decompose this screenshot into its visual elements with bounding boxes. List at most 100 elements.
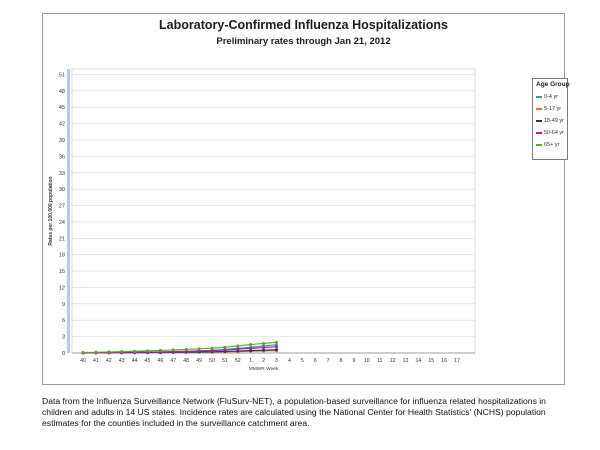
x-tick-label: 45: [145, 358, 151, 364]
legend-label-18-49: 18-49 yr: [543, 118, 564, 124]
y-axis-title: Rates per 100,000 population: [48, 176, 54, 245]
y-tick-label: 48: [59, 89, 65, 95]
x-tick-label: 5: [301, 358, 304, 364]
x-axis-title: MMWR Week: [249, 366, 279, 372]
plot-area: [71, 68, 476, 354]
x-tick-label: 12: [390, 358, 396, 364]
y-tick-label: 18: [59, 253, 65, 259]
data-point-series-4: [262, 341, 266, 345]
data-point-series-4: [184, 347, 188, 351]
x-tick-label: 49: [196, 358, 202, 364]
legend-label-5-17: 5-17 yr: [544, 106, 562, 112]
x-tick-label: 46: [158, 358, 164, 364]
data-point-series-4: [158, 348, 162, 352]
legend-label-0-4: 0-4 yr: [544, 94, 559, 100]
x-tick-label: 41: [93, 358, 99, 364]
x-tick-label: 4: [288, 358, 291, 364]
x-tick-label: 51: [222, 358, 228, 364]
legend-item-18-49: 18-49 yr: [536, 115, 564, 127]
data-point-series-4: [275, 340, 278, 344]
y-tick-label: 9: [62, 302, 65, 308]
x-tick-label: 7: [327, 358, 330, 364]
y-tick-label: 36: [59, 154, 65, 160]
legend-swatch-18-49: [536, 120, 542, 122]
y-tick-label: 51: [59, 72, 65, 78]
y-tick-label: 27: [59, 204, 65, 210]
y-tick-label: 21: [59, 236, 65, 242]
legend-swatch-5-17: [536, 108, 542, 110]
data-point-series-3: [275, 345, 278, 349]
y-tick-label: 6: [62, 318, 65, 324]
data-point-series-4: [133, 349, 137, 353]
series-line-3: [82, 346, 277, 354]
y-tick-label: 45: [59, 105, 65, 111]
x-tick-label: 11: [377, 358, 382, 364]
legend: Age Group 0-4 yr 5-17 yr 18-49 yr 50-64 …: [532, 78, 570, 160]
legend-title: Age Group: [536, 81, 570, 88]
legend-label-65plus: 65+ yr: [544, 142, 560, 148]
legend-item-5-17: 5-17 yr: [536, 103, 564, 115]
x-tick-label: 48: [183, 358, 189, 364]
y-tick-label: 33: [59, 171, 65, 177]
y-tick-label: 39: [59, 138, 65, 144]
x-tick-label: 17: [454, 358, 460, 364]
legend-item-50-64: 50-64 yr: [536, 127, 564, 139]
x-tick-label: 15: [428, 358, 434, 364]
x-tick-label: 42: [106, 358, 112, 364]
x-tick-label: 8: [340, 358, 343, 364]
data-point-series-4: [81, 350, 85, 354]
data-point-series-3: [210, 349, 214, 353]
x-tick-label: 13: [403, 358, 409, 364]
x-tick-label: 44: [132, 358, 138, 364]
data-point-series-2: [262, 348, 266, 352]
legend-swatch-0-4: [536, 96, 542, 98]
data-point-series-3: [197, 349, 201, 353]
data-point-series-4: [146, 349, 149, 353]
legend-label-50-64: 50-64 yr: [543, 130, 564, 136]
data-point-series-2: [249, 349, 253, 353]
y-tick-label: 12: [59, 285, 65, 291]
data-point-series-4: [236, 344, 240, 348]
x-tick-label: 52: [235, 358, 241, 364]
y-tick-label: 15: [59, 269, 65, 275]
y-tick-label: 42: [59, 122, 65, 128]
x-tick-label: 40: [80, 358, 86, 364]
x-tick-label: 50: [209, 358, 215, 364]
x-tick-label: 43: [119, 358, 125, 364]
y-tick-label: 3: [62, 335, 65, 341]
data-point-series-4: [120, 350, 124, 354]
legend-swatch-50-64: [536, 132, 542, 134]
chart-title: Laboratory-Confirmed Influenza Hospitali…: [159, 18, 448, 32]
data-point-series-4: [197, 347, 201, 351]
data-point-series-3: [184, 350, 188, 354]
data-point-series-4: [223, 345, 227, 349]
data-point-series-4: [171, 348, 175, 352]
x-tick-label: 9: [352, 358, 355, 364]
x-tick-label: 47: [170, 358, 176, 364]
x-tick-label: 6: [314, 358, 317, 364]
x-tick-label: 1: [249, 358, 252, 364]
data-point-series-3: [236, 347, 240, 351]
data-point-series-4: [94, 350, 98, 354]
y-tick-label: 24: [59, 220, 65, 226]
series-line-4: [82, 341, 277, 353]
data-point-series-4: [210, 346, 214, 350]
y-tick-label: 0: [62, 351, 65, 357]
data-point-series-3: [223, 348, 227, 352]
legend-item-0-4: 0-4 yr: [536, 91, 564, 103]
data-point-series-4: [107, 350, 111, 354]
legend-swatch-65plus: [536, 144, 542, 146]
data-point-series-3: [249, 346, 253, 350]
y-tick-label: 30: [59, 187, 65, 193]
x-tick-label: 10: [364, 358, 370, 364]
x-tick-label: 14: [416, 358, 422, 364]
data-point-series-2: [275, 348, 278, 352]
x-tick-label: 16: [441, 358, 447, 364]
y-axis-band: [67, 69, 70, 353]
x-tick-label: 2: [262, 358, 265, 364]
legend-item-65plus: 65+ yr: [536, 139, 564, 151]
chart-subtitle: Preliminary rates through Jan 21, 2012: [216, 36, 391, 47]
x-tick-label: 3: [275, 358, 278, 364]
data-point-series-3: [262, 346, 266, 350]
